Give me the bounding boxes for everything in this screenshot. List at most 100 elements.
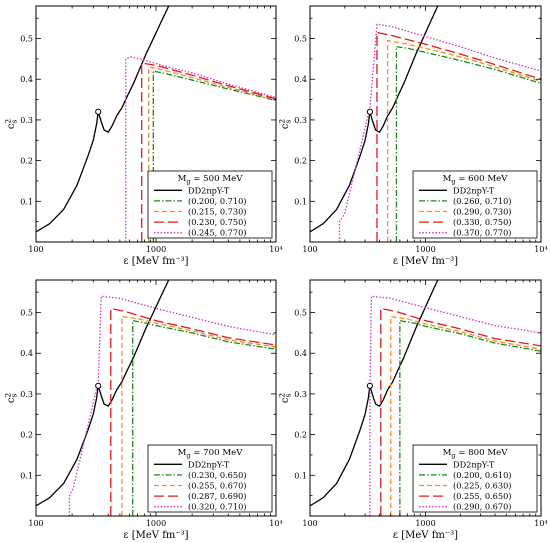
y-tick-label: 0.2 [294,431,307,440]
y-tick-label: 0.4 [294,349,307,358]
x-axis-label: ε [MeV fm⁻³] [393,530,458,541]
y-tick-label: 0.5 [294,35,307,44]
plot-area [36,280,276,516]
y-tick-label: 0.1 [20,197,33,206]
series-line-4 [338,23,541,242]
legend-box [147,444,273,513]
legend-entry-label: (0.200, 0.610) [453,470,511,480]
series-line-1 [395,46,541,242]
series-line-3 [380,307,541,516]
critical-point-marker [95,108,102,115]
y-axis-label: cs2 [278,393,293,403]
series-line-2 [148,66,276,242]
series-line-3 [141,62,276,242]
series-line-1 [132,320,276,516]
x-tick-label: 10⁴ [534,245,547,254]
series-line-2 [121,315,276,516]
x-tick-label: 100 [28,519,43,528]
series-line-2 [386,39,541,242]
legend-entry-label: (0.260, 0.710) [453,196,511,206]
chart-panel-bottom-left: 0.1 0.2 0.3 0.4 0.5 100 1000 10⁴ ε [MeV fm⁻³] cs2… [4,279,283,541]
legend-entry-label: DD2npY-T [188,185,230,195]
y-tick-label: 0.1 [294,471,307,480]
critical-point-marker [366,382,373,389]
critical-point-marker [95,382,102,389]
x-tick-label: 100 [302,245,317,254]
x-axis-label: ε [MeV fm⁻³] [393,256,458,267]
x-tick-label: 100 [302,519,317,528]
legend-entry-label: (0.215, 0.730) [188,207,246,217]
y-tick-label: 0.3 [294,390,307,399]
legend-box [412,444,538,513]
x-tick-label: 10⁴ [534,519,547,528]
legend-entry-label: (0.370, 0.770) [453,228,511,238]
series-line-4 [369,295,541,516]
plot-area [310,6,541,242]
y-axis-label: cs2 [4,119,19,129]
legend-entry-label: DD2npY-T [453,185,495,195]
legend-entry-label: DD2npY-T [188,459,230,469]
series-line-0 [36,6,170,233]
series-line-3 [376,31,541,242]
x-tick-label: 1000 [415,245,435,254]
critical-point-marker [366,108,373,115]
series-line-3 [110,307,276,516]
legend-entry-label: (0.320, 0.710) [188,502,246,512]
legend-entry-label: (0.230, 0.650) [188,470,246,480]
y-tick-label: 0.3 [294,116,307,125]
legend-box [412,170,538,239]
legend-entry-label: (0.255, 0.650) [453,491,511,501]
y-tick-label: 0.4 [294,75,307,84]
legend-entry-label: DD2npY-T [453,459,495,469]
legend-entry-label: (0.330, 0.750) [453,217,511,227]
y-tick-label: 0.4 [20,349,33,358]
x-axis-label: ε [MeV fm⁻³] [123,256,188,267]
y-axis-label: cs2 [4,393,19,403]
x-tick-label: 1000 [146,519,166,528]
x-tick-label: 100 [28,245,43,254]
series-line-0 [310,6,439,233]
legend-entry-label: (0.230, 0.750) [188,217,246,227]
y-tick-label: 0.5 [294,309,307,318]
plot-area [36,6,276,242]
y-tick-label: 0.1 [294,197,307,206]
x-axis-label: ε [MeV fm⁻³] [123,530,188,541]
legend-box [147,170,273,239]
series-line-0 [36,280,170,507]
legend-entry-label: (0.200, 0.710) [188,196,246,206]
legend-title: Mg = 700 MeV [178,448,244,460]
y-tick-label: 0.1 [20,471,33,480]
series-line-1 [399,320,541,516]
x-tick-label: 1000 [146,245,166,254]
legend-title: Mg = 500 MeV [178,174,244,186]
y-tick-label: 0.2 [20,157,33,166]
y-tick-label: 0.5 [20,309,33,318]
legend-title: Mg = 800 MeV [443,448,509,460]
y-axis-label: cs2 [278,119,293,129]
series-line-1 [152,70,276,242]
legend-entry-label: (0.225, 0.630) [453,481,511,491]
series-line-2 [390,315,541,516]
chart-panel-top-left: 0.1 0.2 0.3 0.4 0.5 100 1000 10⁴ ε [MeV fm⁻³] cs2… [4,5,283,267]
legend-entry-label: (0.290, 0.730) [453,207,511,217]
x-tick-label: 1000 [415,519,435,528]
plot-area [310,280,541,516]
legend-entry-label: (0.245, 0.770) [188,228,246,238]
y-tick-label: 0.2 [20,431,33,440]
legend-entry-label: (0.290, 0.670) [453,502,511,512]
y-tick-label: 0.5 [20,35,33,44]
y-tick-label: 0.4 [20,75,33,84]
y-tick-label: 0.3 [20,390,33,399]
legend-title: Mg = 600 MeV [443,174,509,186]
legend-entry-label: (0.287, 0.690) [188,491,246,501]
y-tick-label: 0.3 [20,116,33,125]
x-tick-label: 10⁴ [269,519,282,528]
chart-panel-top-right: 0.1 0.2 0.3 0.4 0.5 100 1000 10⁴ ε [MeV fm⁻³] cs2… [278,5,548,267]
legend-entry-label: (0.255, 0.670) [188,481,246,491]
y-tick-label: 0.2 [294,157,307,166]
